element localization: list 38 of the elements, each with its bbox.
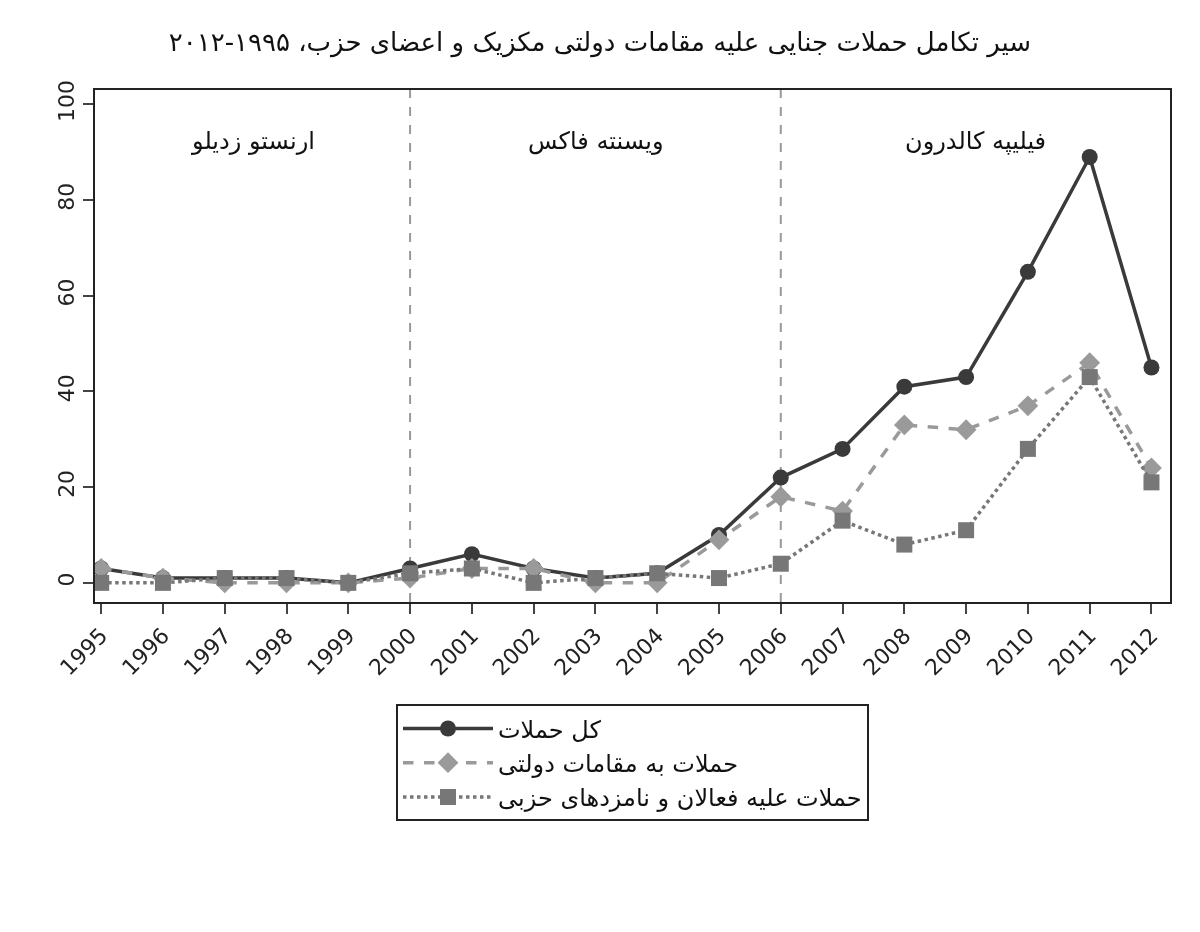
point xyxy=(772,469,789,486)
point xyxy=(1019,263,1036,280)
point xyxy=(958,522,975,539)
point xyxy=(1143,359,1160,376)
y-tick-label: 0 xyxy=(54,572,80,587)
point xyxy=(896,536,913,553)
point xyxy=(710,570,727,587)
y-tick-label: 80 xyxy=(54,182,80,211)
point xyxy=(893,414,915,436)
y-tick-label: 60 xyxy=(54,278,80,307)
point xyxy=(958,369,975,386)
point xyxy=(834,440,851,457)
legend-label: کل حملات xyxy=(498,715,602,744)
y-tick-label: 20 xyxy=(54,469,80,498)
annotation: فیلیپه کالدرون xyxy=(905,127,1047,155)
legend-label: حملات علیه فعالان و نامزدهای حزبی xyxy=(498,784,862,813)
point xyxy=(1019,440,1036,457)
point xyxy=(955,419,977,441)
point xyxy=(95,574,110,591)
point xyxy=(770,486,792,508)
point xyxy=(1143,474,1160,491)
y-tick-label: 40 xyxy=(54,374,80,403)
point xyxy=(402,565,419,582)
chart-title: سیر تکامل حملات جنایی علیه مقامات دولتی مکزیک و اعضای حزب، ۱۹۹۵-۲۰۱۲ xyxy=(168,26,1032,58)
legend-label: حملات به مقامات دولتی xyxy=(498,750,738,779)
point xyxy=(772,555,789,572)
annotation: ویسنته فاکس xyxy=(528,127,664,155)
point xyxy=(154,574,171,591)
point xyxy=(1017,395,1039,417)
point xyxy=(463,546,480,563)
point xyxy=(896,378,913,395)
point xyxy=(834,512,851,529)
y-tick-label: 100 xyxy=(54,80,80,123)
annotation: ارنستو زدیلو xyxy=(191,127,315,155)
point xyxy=(1081,369,1098,386)
point xyxy=(525,574,542,591)
point xyxy=(708,529,730,551)
point xyxy=(1081,148,1098,165)
